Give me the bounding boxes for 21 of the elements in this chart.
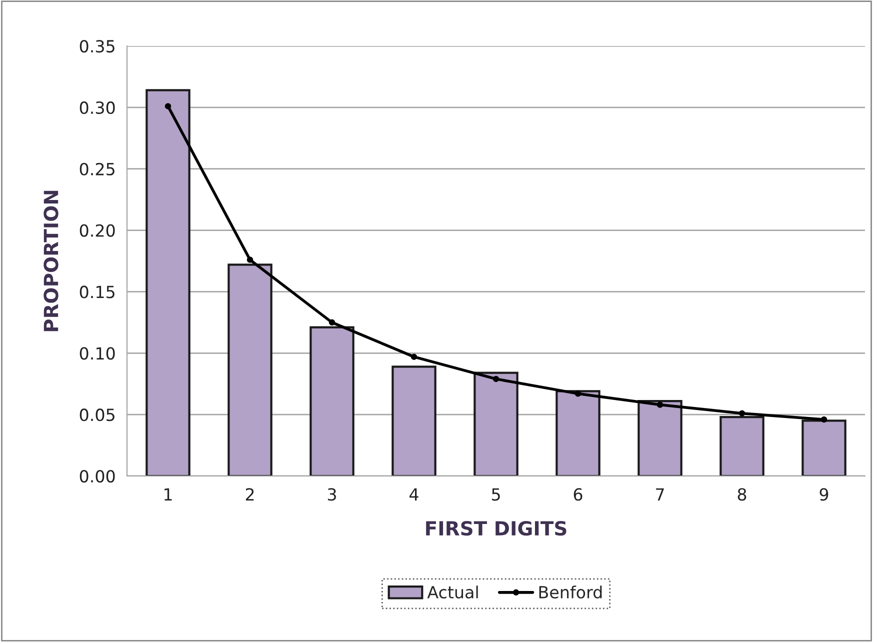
y-tick-label: 0.35 — [80, 40, 114, 53]
x-tick-label: 9 — [820, 488, 828, 501]
x-tick-label: 8 — [738, 488, 746, 501]
y-axis-title: PROPORTION — [44, 190, 58, 332]
y-tick-label: 0.15 — [80, 286, 114, 298]
x-tick-label: 7 — [656, 488, 664, 500]
x-tick-label: 6 — [574, 488, 582, 501]
legend-label: Benford — [539, 586, 602, 598]
x-tick-label: 3 — [328, 488, 336, 501]
x-tick-label: 4 — [410, 488, 418, 500]
legend-label: Actual — [427, 586, 478, 598]
x-axis-title: FIRST DIGITS — [426, 520, 566, 536]
y-tick-label: 0.00 — [80, 470, 115, 483]
x-tick-label: 1 — [164, 488, 172, 500]
x-tick-label: 2 — [246, 488, 254, 500]
y-tick-label: 0.20 — [80, 224, 115, 237]
y-tick-label: 0.10 — [80, 347, 115, 360]
x-tick-label: 5 — [492, 488, 500, 501]
y-tick-label: 0.05 — [80, 408, 114, 422]
y-tick-label: 0.30 — [80, 101, 115, 114]
y-tick-label: 0.25 — [80, 162, 114, 176]
